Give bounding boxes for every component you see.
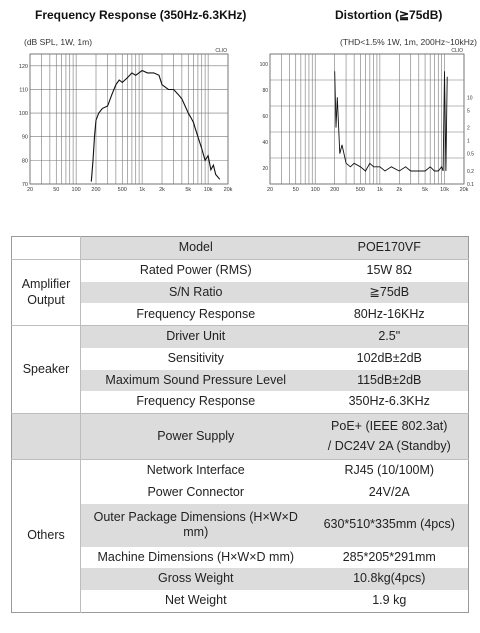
- y-tick-label: 90: [22, 135, 28, 141]
- spec-value: 630*510*335mm (4pcs): [310, 503, 469, 547]
- spec-label: Maximum Sound Pressure Level: [80, 369, 311, 392]
- plot-frame: [269, 53, 465, 185]
- x-tick-label: 5k: [422, 187, 428, 193]
- frequency-response-line: [90, 69, 221, 182]
- spec-value: 102dB±2dB: [356, 351, 422, 366]
- y-tick-label: 100: [19, 111, 28, 117]
- spec-group-label: Amplifier Output: [21, 277, 71, 307]
- x-tick-label: 1k: [377, 187, 383, 193]
- spec-group-empty: [11, 236, 81, 260]
- x-tick-label: 50: [53, 187, 59, 193]
- frequency-response-title: Frequency Response (350Hz-6.3KHz): [35, 8, 247, 22]
- x-tick-label: 500: [118, 187, 127, 193]
- corner-label: CLIO: [215, 48, 227, 54]
- spec-group-speaker: Speaker: [11, 325, 81, 414]
- distortion-note: (THD<1.5% 1W, 1m, 200Hz~10kHz): [340, 37, 477, 47]
- spec-label: Driver Unit: [80, 325, 311, 349]
- spec-value: RJ45 (10/100M): [310, 459, 469, 482]
- spec-group-others: Others: [11, 459, 81, 613]
- plot-frame: [29, 53, 229, 185]
- x-tick-label: 200: [91, 187, 100, 193]
- spec-value: 350Hz-6.3KHz: [348, 394, 430, 409]
- y-tick-label-left: 80: [262, 88, 268, 94]
- spec-label: Sensitivity: [167, 351, 224, 366]
- spec-value: 15W 8Ω: [310, 258, 469, 282]
- spec-group-label: Speaker: [22, 361, 70, 376]
- x-tick-label: 20: [27, 187, 33, 193]
- spec-label: Frequency Response: [136, 394, 256, 409]
- x-tick-label: 100: [72, 187, 81, 193]
- x-tick-label: 5k: [185, 187, 191, 193]
- y-tick-label-right: 2: [467, 126, 470, 132]
- x-tick-label: 20: [267, 187, 273, 193]
- y-tick-label-left: 60: [262, 114, 268, 120]
- spec-label: Power Supply: [80, 413, 311, 460]
- distortion-chart: CLIO 100 80 60 40 20 10 5 2 1 0.5 0.2 0.1 20 50 100 200 5…: [260, 48, 475, 193]
- y-tick-label-left: 40: [262, 140, 268, 146]
- spec-value: 115dB±2dB: [310, 369, 469, 392]
- spec-value-line1: PoE+ (IEEE 802.3at): [331, 419, 448, 433]
- x-tick-label: 50: [293, 187, 299, 193]
- spec-table: Model POE170VF Amplifier Output Rated Po…: [11, 236, 469, 613]
- spec-label: Model: [80, 236, 311, 260]
- spec-value: PoE+ (IEEE 802.3at) / DC24V 2A (Standby): [310, 413, 469, 460]
- spec-value: 24V/2A: [368, 484, 410, 499]
- spec-value: 1.9 kg: [372, 593, 407, 608]
- spec-label: Rated Power (RMS): [80, 258, 311, 282]
- y-tick-label-right: 10: [467, 95, 473, 101]
- y-tick-label-left: 100: [260, 62, 269, 68]
- y-tick-label: 70: [22, 182, 28, 188]
- x-tick-label: 20k: [224, 187, 233, 193]
- spec-value: 285*205*291mm: [342, 549, 436, 564]
- spec-label: Frequency Response: [136, 306, 256, 321]
- spec-label: Net Weight: [164, 593, 227, 608]
- spec-value: POE170VF: [310, 236, 469, 260]
- y-tick-label-right: 0.1: [467, 182, 474, 188]
- x-tick-label: 2k: [159, 187, 165, 193]
- y-tick-label: 110: [19, 87, 28, 93]
- y-tick-label: 80: [22, 158, 28, 164]
- y-tick-label-left: 20: [262, 166, 268, 172]
- y-tick-label: 120: [19, 64, 28, 70]
- x-tick-label: 1k: [139, 187, 145, 193]
- spec-group-amplifier-output: Amplifier Output: [11, 258, 81, 326]
- spec-label: Network Interface: [80, 459, 311, 482]
- y-tick-label-right: 1: [467, 139, 470, 145]
- distortion-line: [334, 71, 448, 172]
- y-tick-label-right: 0.2: [467, 169, 474, 175]
- y-tick-label-right: 0.5: [467, 152, 474, 158]
- x-tick-label: 100: [311, 187, 320, 193]
- frequency-response-note: (dB SPL, 1W, 1m): [24, 37, 93, 47]
- spec-value: 10.8kg(4pcs): [310, 568, 469, 591]
- spec-label: Gross Weight: [80, 568, 311, 591]
- spec-value: 80Hz-16KHz: [353, 306, 425, 321]
- x-tick-label: 20k: [460, 187, 469, 193]
- spec-group-label: Others: [27, 528, 65, 543]
- x-tick-label: 10k: [204, 187, 213, 193]
- spec-label: Power Connector: [147, 484, 245, 499]
- y-tick-label-right: 5: [467, 108, 470, 114]
- spec-label: S/N Ratio: [80, 281, 311, 304]
- corner-label: CLIO: [451, 48, 463, 54]
- spec-value: 2.5": [310, 325, 469, 349]
- spec-label: Outer Package Dimensions (H×W×D mm): [80, 503, 311, 547]
- x-tick-label: 10k: [440, 187, 449, 193]
- spec-value-line2: / DC24V 2A (Standby): [327, 438, 451, 453]
- x-tick-label: 500: [356, 187, 365, 193]
- distortion-title: Distortion (≧75dB): [335, 8, 443, 22]
- x-tick-label: 2k: [396, 187, 402, 193]
- spec-value: ≧75dB: [310, 281, 469, 304]
- x-tick-label: 200: [330, 187, 339, 193]
- spec-label: Machine Dimensions (H×W×D mm): [97, 549, 295, 564]
- spec-group-empty: [11, 413, 81, 460]
